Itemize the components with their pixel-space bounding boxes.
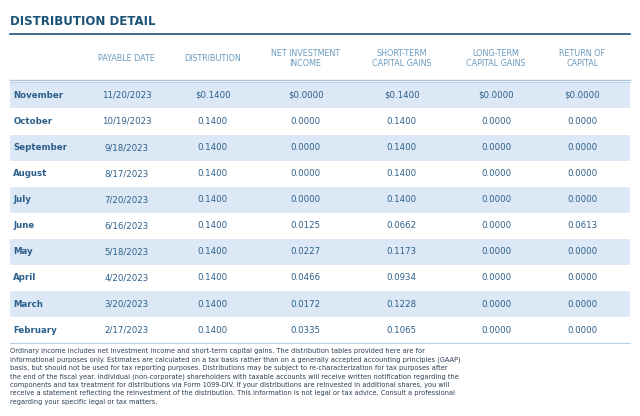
Bar [10,265,630,291]
Text: 0.0000: 0.0000 [291,117,321,126]
Text: 0.0613: 0.0613 [567,221,598,230]
Text: 0.1400: 0.1400 [198,169,228,178]
Text: 0.0125: 0.0125 [291,221,321,230]
Bar [10,161,630,187]
Text: $0.1400: $0.1400 [195,91,230,100]
Text: 0.0172: 0.0172 [291,300,321,309]
Text: 11/20/2023: 11/20/2023 [102,91,151,100]
Text: 0.0000: 0.0000 [481,300,511,309]
Text: 0.1400: 0.1400 [198,300,228,309]
Text: April: April [13,273,36,282]
Bar [10,187,630,213]
Text: DISTRIBUTION DETAIL: DISTRIBUTION DETAIL [10,15,155,27]
Text: 0.1400: 0.1400 [387,169,417,178]
Text: $0.0000: $0.0000 [288,91,323,100]
Text: 0.0000: 0.0000 [481,143,511,152]
Text: 0.1400: 0.1400 [198,273,228,282]
Text: NET INVESTMENT
INCOME: NET INVESTMENT INCOME [271,49,340,68]
Text: 0.1400: 0.1400 [198,117,228,126]
Text: 0.0000: 0.0000 [481,117,511,126]
Text: 0.0000: 0.0000 [291,169,321,178]
Text: 4/20/2023: 4/20/2023 [104,273,148,282]
Text: 0.0000: 0.0000 [481,248,511,256]
Text: 3/20/2023: 3/20/2023 [104,300,148,309]
Text: March: March [13,300,44,309]
Text: 2/17/2023: 2/17/2023 [104,326,148,334]
Text: 0.1400: 0.1400 [387,117,417,126]
Text: PAYABLE DATE: PAYABLE DATE [98,54,155,63]
Text: 0.0000: 0.0000 [567,195,598,204]
Text: DISTRIBUTION: DISTRIBUTION [184,54,241,63]
Text: August: August [13,169,48,178]
Text: 0.0000: 0.0000 [567,273,598,282]
Text: September: September [13,143,67,152]
Text: 0.1400: 0.1400 [198,248,228,256]
Text: 0.0466: 0.0466 [291,273,321,282]
Text: Ordinary income includes net investment income and short-term capital gains. The: Ordinary income includes net investment … [10,348,460,405]
Text: 0.0000: 0.0000 [567,117,598,126]
Text: $0.0000: $0.0000 [564,91,600,100]
Text: 0.0000: 0.0000 [481,195,511,204]
Bar [10,134,630,161]
Text: 5/18/2023: 5/18/2023 [104,248,148,256]
Text: 0.0000: 0.0000 [481,273,511,282]
Text: 0.0227: 0.0227 [291,248,321,256]
Text: October: October [13,117,52,126]
Text: 0.1065: 0.1065 [387,326,417,334]
Text: 0.0000: 0.0000 [567,143,598,152]
Text: 0.1400: 0.1400 [198,326,228,334]
Bar [10,291,630,317]
Bar [10,239,630,265]
Text: 0.1400: 0.1400 [198,143,228,152]
Text: 0.0335: 0.0335 [291,326,321,334]
Text: 0.1400: 0.1400 [198,221,228,230]
Text: 0.0000: 0.0000 [567,326,598,334]
Text: 0.0000: 0.0000 [481,326,511,334]
Text: 7/20/2023: 7/20/2023 [104,195,148,204]
Text: May: May [13,248,33,256]
Text: 0.0000: 0.0000 [481,169,511,178]
Text: RETURN OF
CAPITAL: RETURN OF CAPITAL [559,49,605,68]
Text: 0.1400: 0.1400 [387,195,417,204]
Text: 6/16/2023: 6/16/2023 [104,221,148,230]
Text: July: July [13,195,31,204]
Text: $0.1400: $0.1400 [384,91,419,100]
Text: 9/18/2023: 9/18/2023 [104,143,148,152]
Text: 0.1228: 0.1228 [387,300,417,309]
Bar [10,213,630,239]
Text: 0.0000: 0.0000 [291,143,321,152]
Bar [10,109,630,134]
Text: 10/19/2023: 10/19/2023 [102,117,151,126]
Text: SHORT-TERM
CAPITAL GAINS: SHORT-TERM CAPITAL GAINS [372,49,431,68]
Text: 0.1400: 0.1400 [387,143,417,152]
Text: 0.1173: 0.1173 [387,248,417,256]
Text: 8/17/2023: 8/17/2023 [104,169,148,178]
Text: June: June [13,221,35,230]
Bar [10,82,630,109]
Text: 0.1400: 0.1400 [198,195,228,204]
Text: 0.0000: 0.0000 [567,248,598,256]
Text: 0.0000: 0.0000 [567,300,598,309]
Text: LONG-TERM
CAPITAL GAINS: LONG-TERM CAPITAL GAINS [466,49,526,68]
Text: 0.0662: 0.0662 [387,221,417,230]
Text: November: November [13,91,63,100]
Text: 0.0000: 0.0000 [567,169,598,178]
Text: $0.0000: $0.0000 [478,91,514,100]
Text: 0.0934: 0.0934 [387,273,417,282]
Bar [10,317,630,343]
Text: February: February [13,326,57,334]
Text: 0.0000: 0.0000 [481,221,511,230]
Text: 0.0000: 0.0000 [291,195,321,204]
